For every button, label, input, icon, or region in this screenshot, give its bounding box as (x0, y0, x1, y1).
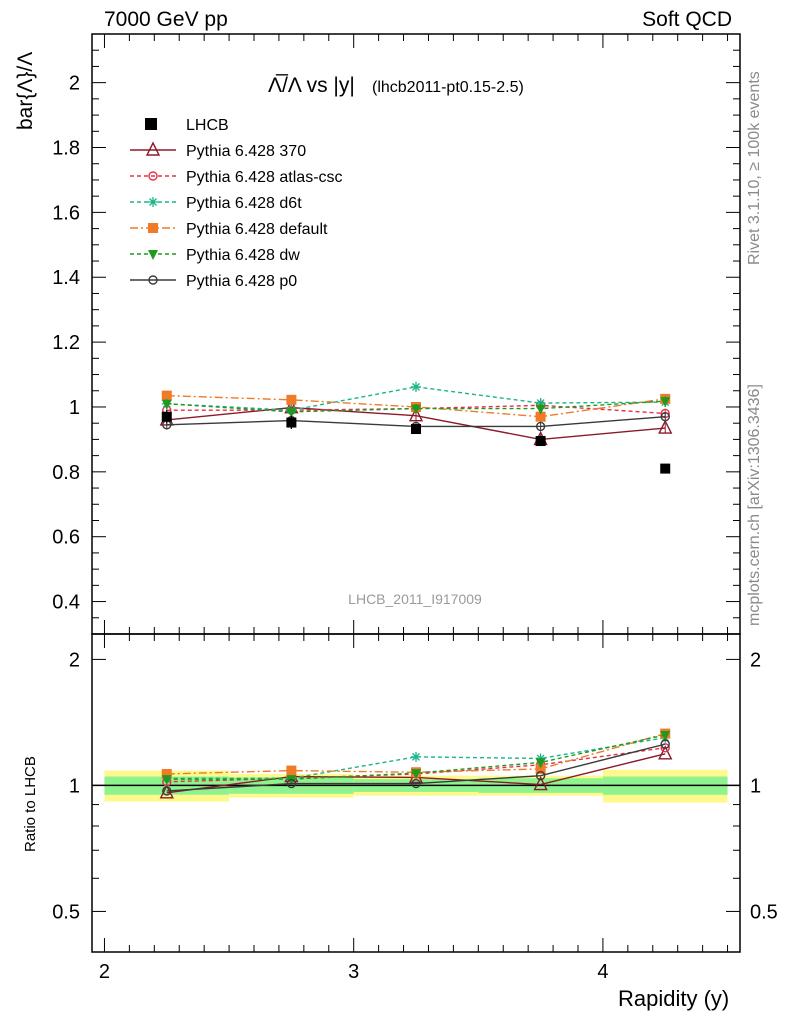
ratio-point-pythia-6-428-default (535, 763, 546, 774)
series-point-pythia-6-428-dw (535, 404, 546, 415)
legend-marker (148, 197, 158, 207)
ratio-y-tick-label-right: 1 (750, 775, 761, 797)
y-tick-label: 0.4 (52, 592, 80, 614)
y-tick-label: 1.8 (52, 138, 80, 160)
ratio-y-tick-label: 1 (69, 775, 80, 797)
series-point-pythia-6-428-d6t (535, 398, 546, 409)
x-tick-label: 4 (597, 961, 608, 983)
series-line-pythia-6-428-atlas-csc (166, 404, 666, 415)
series-line-pythia-6-428-dw (166, 400, 666, 413)
y-tick-label: 1.4 (52, 267, 80, 289)
ratio-point-pythia-6-428-dw (161, 775, 172, 786)
series-point-pythia-6-428-dw (286, 407, 297, 418)
y-axis-label: bar{Λ}/Λ (14, 51, 37, 130)
x-axis-label: Rapidity (y) (618, 986, 730, 1011)
legend-entry: Pythia 6.428 p0 (186, 273, 297, 290)
legend-marker (148, 171, 158, 181)
ratio-y-tick-label-right: 0.5 (750, 901, 778, 923)
plot-title-tag: (lhcb2011-pt0.15-2.5) (372, 79, 524, 96)
x-tick-label: 3 (348, 961, 359, 983)
data-point-lhcb (286, 417, 297, 428)
data-point-lhcb (411, 424, 421, 435)
legend-marker (148, 250, 158, 260)
ratio-point-pythia-6-428-default (286, 765, 297, 776)
y-tick-label: 0.8 (52, 462, 80, 484)
legend-marker (148, 275, 158, 285)
ratio-y-tick-label: 0.5 (52, 901, 80, 923)
y-tick-label: 1 (69, 397, 80, 419)
series-point-pythia-6-428-p0 (535, 421, 546, 432)
legend-entry: Pythia 6.428 atlas-csc (186, 169, 343, 186)
ratio-line-pythia-6-428-p0 (166, 743, 666, 792)
data-point-lhcb (660, 463, 671, 474)
ratio-y-tick-label-right: 2 (750, 649, 761, 671)
legend-entry: Pythia 6.428 d6t (186, 195, 302, 212)
ratio-point-pythia-6-428-dw (535, 758, 546, 769)
ratio-point-pythia-6-428-atlas-csc (660, 743, 670, 753)
ratio-point-pythia-6-428-370 (658, 745, 673, 760)
ratio-y-tick-label: 2 (69, 649, 80, 671)
legend-entry: LHCB (186, 117, 229, 134)
ratio-line-pythia-6-428-default (166, 732, 666, 775)
series-point-pythia-6-428-default (286, 394, 297, 405)
data-point-lhcb (161, 411, 172, 422)
y-tick-label: 0.6 (52, 527, 80, 549)
analysis-watermark: LHCB_2011_I917009 (348, 591, 482, 607)
header-energy-label: 7000 GeV pp (104, 8, 228, 31)
ratio-point-pythia-6-428-default (161, 768, 172, 779)
header-category-label: Soft QCD (642, 8, 732, 31)
ratio-point-pythia-6-428-p0 (162, 786, 172, 796)
ratio-point-pythia-6-428-p0 (286, 778, 297, 789)
legend-entry: Pythia 6.428 default (186, 221, 328, 238)
ratio-line-pythia-6-428-dw (166, 734, 666, 780)
ratio-plot-frame (91, 633, 741, 953)
series-point-pythia-6-428-370 (408, 407, 424, 422)
ratio-point-pythia-6-428-p0 (535, 770, 546, 781)
series-point-pythia-6-428-370 (658, 419, 673, 434)
series-line-pythia-6-428-default (166, 394, 666, 418)
series-point-pythia-6-428-dw (660, 397, 671, 408)
x-tick-label: 2 (99, 961, 110, 983)
series-point-pythia-6-428-default (535, 411, 546, 422)
legend-marker (145, 141, 161, 156)
series-point-pythia-6-428-dw (411, 404, 421, 415)
ratio-point-pythia-6-428-dw (660, 730, 671, 741)
legend-entry: Pythia 6.428 dw (186, 247, 300, 264)
ratio-point-pythia-6-428-d6t (411, 751, 421, 762)
ratio-point-pythia-6-428-p0 (411, 778, 421, 789)
ratio-y-axis-label: Ratio to LHCB (22, 756, 39, 852)
plot-title: Λ̅/Λ vs |y| (268, 74, 355, 97)
series-point-pythia-6-428-dw (161, 399, 172, 410)
ratio-point-pythia-6-428-p0 (660, 739, 670, 749)
rivet-version-label: Rivet 3.1.10, ≥ 100k events (746, 71, 763, 265)
y-tick-label: 1.6 (52, 202, 80, 224)
legend-entry: Pythia 6.428 370 (186, 143, 306, 160)
mcplots-source-label: mcplots.cern.ch [arXiv:1306.3436] (746, 384, 763, 626)
series-point-pythia-6-428-default (161, 390, 172, 401)
series-point-pythia-6-428-d6t (411, 381, 421, 392)
y-tick-label: 1.2 (52, 332, 80, 354)
ratio-line-pythia-6-428-atlas-csc (166, 747, 666, 783)
data-point-lhcb (535, 436, 546, 447)
legend-marker (148, 223, 158, 233)
series-point-pythia-6-428-p0 (660, 412, 670, 422)
legend-marker (145, 118, 157, 130)
ratio-point-pythia-6-428-dw (411, 769, 421, 780)
ratio-point-pythia-6-428-370 (159, 784, 174, 799)
y-tick-label: 2 (69, 73, 80, 95)
ratio-point-pythia-6-428-370 (533, 775, 548, 791)
